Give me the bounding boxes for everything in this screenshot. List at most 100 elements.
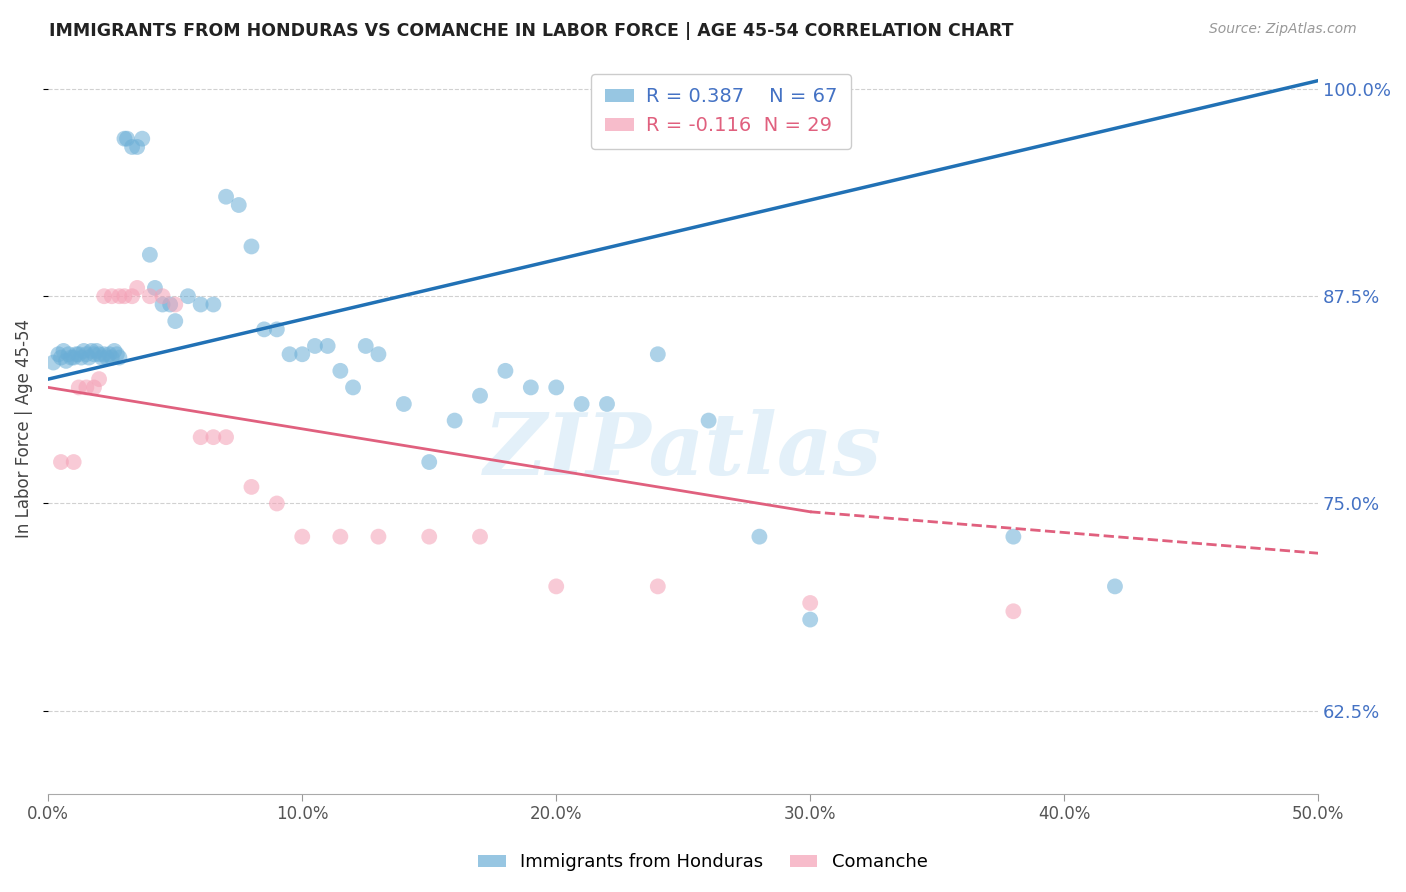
- Point: [342, 380, 364, 394]
- Point: [131, 131, 153, 145]
- Point: [108, 289, 131, 303]
- Legend: Immigrants from Honduras, Comanche: Immigrants from Honduras, Comanche: [471, 847, 935, 879]
- Point: [77, 351, 100, 365]
- Point: [291, 347, 314, 361]
- Point: [100, 351, 122, 365]
- Point: [80, 343, 103, 358]
- Point: [799, 596, 821, 610]
- Point: [52, 343, 75, 358]
- Point: [596, 397, 619, 411]
- Y-axis label: In Labor Force | Age 45-54: In Labor Force | Age 45-54: [15, 319, 32, 539]
- Point: [494, 364, 516, 378]
- Point: [127, 140, 149, 154]
- Point: [316, 339, 339, 353]
- Point: [291, 530, 314, 544]
- Point: [748, 530, 770, 544]
- Point: [108, 351, 131, 365]
- Point: [103, 343, 125, 358]
- Point: [87, 372, 110, 386]
- Point: [100, 289, 122, 303]
- Point: [266, 322, 288, 336]
- Point: [75, 380, 97, 394]
- Point: [165, 314, 187, 328]
- Point: [202, 297, 225, 311]
- Point: [70, 351, 93, 365]
- Point: [143, 281, 166, 295]
- Point: [121, 289, 143, 303]
- Point: [367, 530, 389, 544]
- Point: [83, 380, 105, 394]
- Point: [190, 297, 212, 311]
- Point: [1104, 579, 1126, 593]
- Point: [65, 347, 87, 361]
- Point: [127, 281, 149, 295]
- Point: [49, 455, 72, 469]
- Point: [93, 289, 115, 303]
- Point: [697, 413, 720, 427]
- Point: [329, 364, 352, 378]
- Point: [266, 496, 288, 510]
- Point: [115, 131, 138, 145]
- Point: [49, 351, 72, 365]
- Point: [114, 131, 136, 145]
- Point: [90, 351, 112, 365]
- Point: [647, 579, 669, 593]
- Point: [215, 430, 238, 444]
- Point: [114, 289, 136, 303]
- Point: [67, 380, 90, 394]
- Point: [367, 347, 389, 361]
- Point: [62, 455, 84, 469]
- Text: Source: ZipAtlas.com: Source: ZipAtlas.com: [1209, 22, 1357, 37]
- Point: [42, 355, 65, 369]
- Point: [98, 347, 121, 361]
- Point: [152, 289, 174, 303]
- Point: [152, 297, 174, 311]
- Point: [121, 140, 143, 154]
- Point: [546, 380, 568, 394]
- Point: [418, 455, 440, 469]
- Point: [215, 190, 238, 204]
- Point: [96, 351, 118, 365]
- Point: [139, 289, 162, 303]
- Point: [228, 198, 250, 212]
- Point: [86, 343, 108, 358]
- Point: [329, 530, 352, 544]
- Point: [468, 389, 491, 403]
- Point: [799, 613, 821, 627]
- Point: [304, 339, 326, 353]
- Point: [87, 347, 110, 361]
- Point: [48, 347, 70, 361]
- Point: [60, 351, 83, 365]
- Point: [354, 339, 377, 353]
- Point: [520, 380, 543, 394]
- Point: [58, 347, 80, 361]
- Point: [75, 347, 97, 361]
- Text: IMMIGRANTS FROM HONDURAS VS COMANCHE IN LABOR FORCE | AGE 45-54 CORRELATION CHAR: IMMIGRANTS FROM HONDURAS VS COMANCHE IN …: [49, 22, 1014, 40]
- Point: [73, 343, 96, 358]
- Point: [55, 354, 77, 368]
- Point: [418, 530, 440, 544]
- Point: [93, 347, 115, 361]
- Point: [647, 347, 669, 361]
- Text: ZIPatlas: ZIPatlas: [484, 409, 883, 492]
- Point: [190, 430, 212, 444]
- Point: [83, 347, 105, 361]
- Point: [443, 413, 465, 427]
- Point: [1002, 604, 1025, 618]
- Legend: R = 0.387    N = 67, R = -0.116  N = 29: R = 0.387 N = 67, R = -0.116 N = 29: [592, 74, 851, 149]
- Point: [139, 248, 162, 262]
- Point: [278, 347, 301, 361]
- Point: [159, 297, 181, 311]
- Point: [67, 347, 90, 361]
- Point: [253, 322, 276, 336]
- Point: [468, 530, 491, 544]
- Point: [571, 397, 593, 411]
- Point: [1002, 530, 1025, 544]
- Point: [177, 289, 200, 303]
- Point: [240, 239, 263, 253]
- Point: [62, 351, 84, 365]
- Point: [240, 480, 263, 494]
- Point: [546, 579, 568, 593]
- Point: [105, 347, 128, 361]
- Point: [165, 297, 187, 311]
